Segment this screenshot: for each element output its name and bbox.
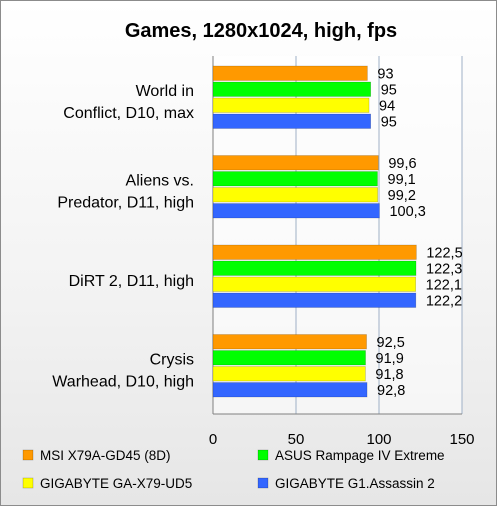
legend-label: MSI X79A-GD45 (8D) [40,448,171,463]
bar [212,113,371,129]
bar [212,276,416,292]
data-label: 95 [381,114,397,130]
x-tick-label: 0 [209,431,217,448]
bar [212,366,366,382]
legend-swatch [22,449,34,461]
category-label: Predator, D11, high [57,194,194,211]
data-label: 122,2 [426,293,462,309]
legend: MSI X79A-GD45 (8D) ASUS Rampage IV Extrem… [22,448,445,491]
legend-label: GIGABYTE GA-X79-UD5 [40,476,192,491]
legend-label: ASUS Rampage IV Extreme [275,448,445,463]
data-label: 92,5 [377,335,405,351]
x-tick-label: 150 [449,431,474,448]
legend-swatch [257,477,269,489]
x-tick-label: 50 [288,431,305,448]
data-label: 99,2 [388,188,416,204]
data-label: 91,8 [375,367,403,383]
bar [212,203,380,219]
category-label: Warhead, D10, high [52,373,194,390]
data-label: 95 [381,82,397,98]
category-label: Conflict, D10, max [63,105,194,122]
data-label: 94 [379,98,395,114]
x-tick-label: 100 [366,431,391,448]
data-label: 122,3 [426,261,462,277]
data-label: 92,8 [377,383,405,399]
bar [212,350,366,366]
category-label: World in [136,83,194,100]
chart-title: Games, 1280x1024, high, fps [125,20,397,42]
bar [212,97,370,113]
data-label: 122,1 [426,277,462,293]
data-label: 100,3 [389,204,425,220]
bar [212,65,368,81]
data-label: 93 [377,66,393,82]
bar [212,155,379,171]
data-label: 91,9 [376,351,404,367]
category-label: Aliens vs. [126,172,194,189]
legend-label: GIGABYTE G1.Assassin 2 [275,476,435,491]
bar [212,187,378,203]
bar [212,260,417,276]
bar [212,334,367,350]
data-label: 122,5 [426,245,462,261]
data-label: 99,6 [388,156,416,172]
bar [212,382,368,398]
bar [212,244,417,260]
data-label: 99,1 [388,172,416,188]
legend-swatch [22,477,34,489]
category-label: Crysis [150,351,194,368]
bar [212,171,378,187]
bar [212,292,417,308]
legend-swatch [257,449,269,461]
bar [212,81,371,97]
category-label: DiRT 2, D11, high [69,273,194,290]
